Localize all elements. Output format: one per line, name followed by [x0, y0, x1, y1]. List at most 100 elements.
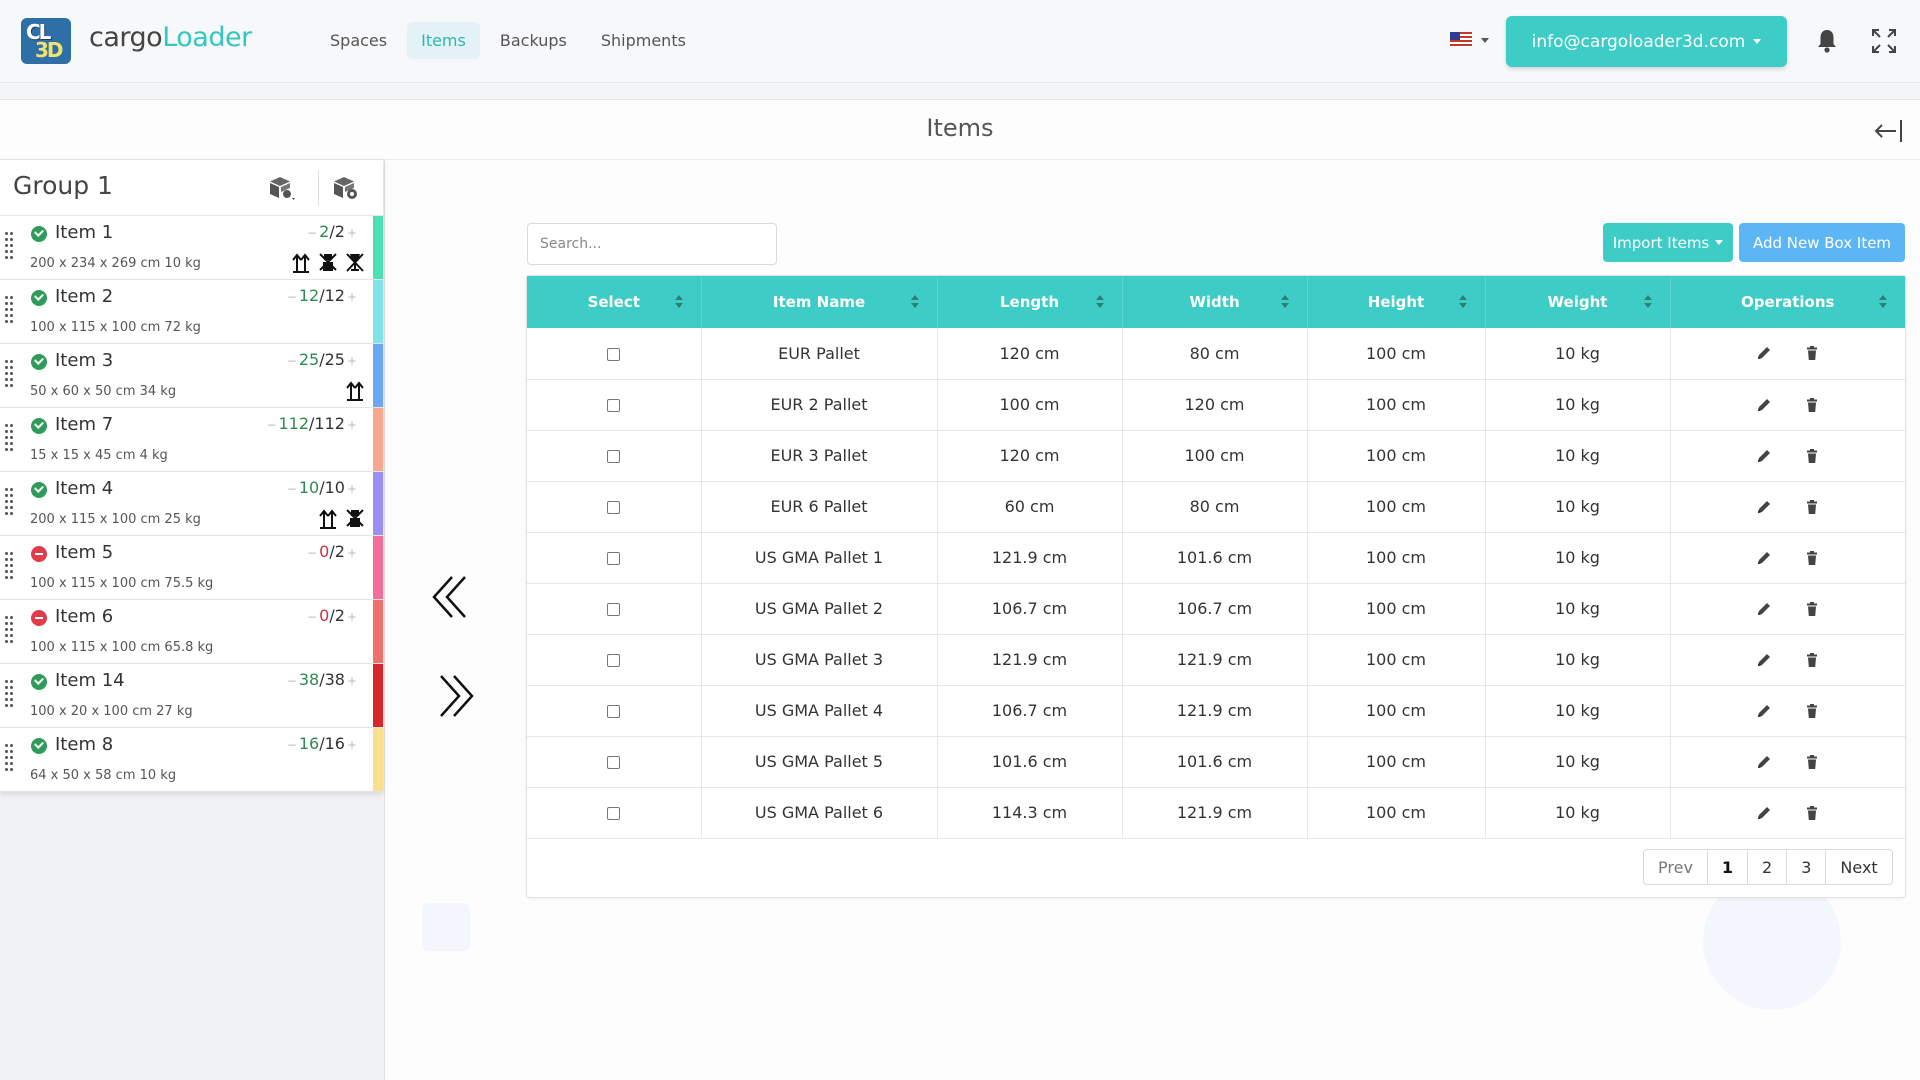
delete-trash-icon[interactable] [1804, 703, 1820, 719]
sort-icon[interactable] [674, 295, 683, 309]
drag-handle-icon[interactable] [5, 232, 15, 262]
edit-pencil-icon[interactable] [1756, 345, 1772, 361]
import-items-button[interactable]: Import Items [1603, 223, 1733, 262]
sort-icon[interactable] [1458, 295, 1467, 309]
sort-icon[interactable] [1095, 295, 1104, 309]
delete-trash-icon[interactable] [1804, 550, 1820, 566]
row-checkbox[interactable] [607, 654, 621, 667]
group-item-row[interactable]: Item 14 100 x 20 x 100 cm 27 kg −38/38 + [0, 664, 383, 728]
search-input[interactable] [527, 223, 777, 265]
drag-handle-icon[interactable] [5, 488, 15, 518]
delete-trash-icon[interactable] [1804, 805, 1820, 821]
pagination-prev[interactable]: Prev [1644, 850, 1708, 884]
drag-handle-icon[interactable] [5, 424, 15, 454]
row-checkbox[interactable] [607, 603, 621, 616]
edit-pencil-icon[interactable] [1756, 754, 1772, 770]
drag-handle-icon[interactable] [5, 744, 15, 774]
collapse-panel-icon[interactable] [1868, 116, 1904, 146]
group-item-row[interactable]: Item 4 200 x 115 x 100 cm 25 kg −10/10 + [0, 472, 383, 536]
move-left-double-chevron-icon[interactable] [430, 574, 470, 620]
pagination-page-2[interactable]: 2 [1748, 850, 1788, 884]
drag-handle-icon[interactable] [5, 680, 15, 710]
col-header-select[interactable]: Select [527, 276, 702, 328]
box-settings-icon[interactable] [268, 174, 296, 202]
us-flag-icon[interactable] [1450, 32, 1472, 47]
pagination-page-1[interactable]: 1 [1708, 850, 1749, 884]
nav-backups[interactable]: Backups [499, 31, 567, 50]
edit-pencil-icon[interactable] [1756, 601, 1772, 617]
nav-shipments[interactable]: Shipments [600, 31, 686, 50]
row-checkbox[interactable] [607, 705, 621, 718]
col-header-operations[interactable]: Operations [1670, 276, 1905, 328]
decrement-icon[interactable]: − [286, 738, 297, 752]
increment-icon[interactable]: + [346, 610, 357, 624]
col-header-width[interactable]: Width [1122, 276, 1308, 328]
nav-items[interactable]: Items [407, 22, 480, 59]
app-logo[interactable]: CL 3D [21, 18, 71, 64]
drag-handle-icon[interactable] [5, 360, 15, 390]
sort-icon[interactable] [1879, 295, 1887, 309]
increment-icon[interactable]: + [346, 354, 357, 368]
drag-handle-icon[interactable] [5, 296, 15, 326]
edit-pencil-icon[interactable] [1756, 397, 1772, 413]
group-item-row[interactable]: Item 7 15 x 15 x 45 cm 4 kg −112/112 + [0, 408, 383, 472]
group-item-row[interactable]: Item 2 100 x 115 x 100 cm 72 kg −12/12 + [0, 280, 383, 344]
col-header-item-name[interactable]: Item Name [701, 276, 938, 328]
delete-trash-icon[interactable] [1804, 601, 1820, 617]
delete-trash-icon[interactable] [1804, 652, 1820, 668]
group-item-row[interactable]: Item 8 64 x 50 x 58 cm 10 kg −16/16 + [0, 728, 383, 792]
sort-icon[interactable] [910, 295, 919, 309]
increment-icon[interactable]: + [346, 418, 357, 432]
brand-name[interactable]: cargoLoader [89, 22, 252, 53]
nav-spaces[interactable]: Spaces [330, 31, 388, 50]
decrement-icon[interactable]: − [266, 418, 277, 432]
group-item-row[interactable]: Item 5 100 x 115 x 100 cm 75.5 kg −0/2 + [0, 536, 383, 600]
delete-trash-icon[interactable] [1804, 448, 1820, 464]
language-caret-icon[interactable] [1481, 38, 1489, 43]
edit-pencil-icon[interactable] [1756, 550, 1772, 566]
col-header-weight[interactable]: Weight [1485, 276, 1671, 328]
edit-pencil-icon[interactable] [1756, 703, 1772, 719]
decrement-icon[interactable]: − [286, 354, 297, 368]
col-header-length[interactable]: Length [937, 276, 1123, 328]
pagination-next[interactable]: Next [1840, 857, 1878, 877]
decrement-icon[interactable]: − [286, 482, 297, 496]
delete-trash-icon[interactable] [1804, 397, 1820, 413]
pagination-page-3[interactable]: 3 [1787, 850, 1827, 884]
box-add-icon[interactable] [332, 174, 360, 202]
decrement-icon[interactable]: − [286, 290, 297, 304]
row-checkbox[interactable] [607, 347, 621, 361]
group-item-row[interactable]: Item 1 200 x 234 x 269 cm 10 kg −2/2 + [0, 216, 383, 280]
decrement-icon[interactable]: − [307, 226, 318, 240]
col-header-height[interactable]: Height [1307, 276, 1486, 328]
edit-pencil-icon[interactable] [1756, 448, 1772, 464]
decrement-icon[interactable]: − [307, 610, 318, 624]
row-checkbox[interactable] [607, 807, 621, 820]
delete-trash-icon[interactable] [1804, 754, 1820, 770]
drag-handle-icon[interactable] [5, 616, 15, 646]
drag-handle-icon[interactable] [5, 552, 15, 582]
increment-icon[interactable]: + [346, 226, 357, 240]
decrement-icon[interactable]: − [307, 546, 318, 560]
add-new-box-item-button[interactable]: Add New Box Item [1739, 223, 1905, 262]
edit-pencil-icon[interactable] [1756, 805, 1772, 821]
move-right-double-chevron-icon[interactable] [436, 673, 476, 719]
sort-icon[interactable] [1280, 295, 1289, 309]
increment-icon[interactable]: + [346, 482, 357, 496]
group-item-row[interactable]: Item 3 50 x 60 x 50 cm 34 kg −25/25 + [0, 344, 383, 408]
row-checkbox[interactable] [607, 501, 621, 514]
group-item-row[interactable]: Item 6 100 x 115 x 100 cm 65.8 kg −0/2 + [0, 600, 383, 664]
edit-pencil-icon[interactable] [1756, 652, 1772, 668]
row-checkbox[interactable] [607, 399, 621, 412]
increment-icon[interactable]: + [346, 290, 357, 304]
delete-trash-icon[interactable] [1804, 499, 1820, 515]
row-checkbox[interactable] [607, 756, 621, 769]
delete-trash-icon[interactable] [1804, 345, 1820, 361]
row-checkbox[interactable] [607, 450, 621, 463]
sort-icon[interactable] [1643, 295, 1652, 309]
bell-icon[interactable] [1816, 28, 1838, 54]
increment-icon[interactable]: + [346, 674, 357, 688]
edit-pencil-icon[interactable] [1756, 499, 1772, 515]
row-checkbox[interactable] [607, 552, 621, 565]
increment-icon[interactable]: + [346, 738, 357, 752]
